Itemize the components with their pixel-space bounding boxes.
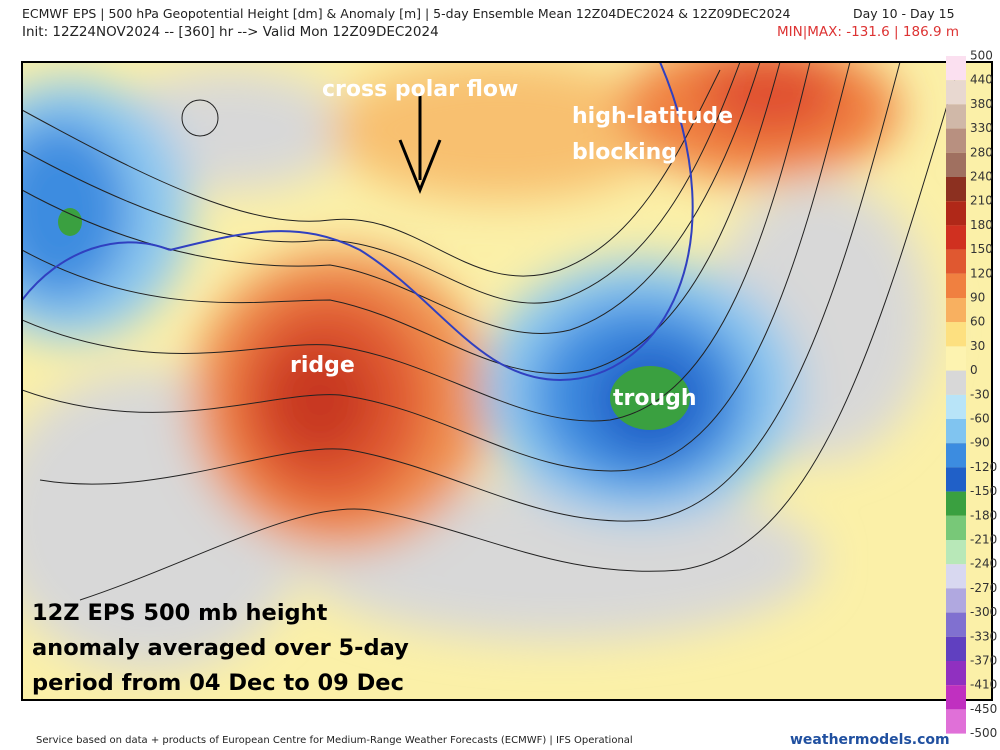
colorbar-label: 500 xyxy=(970,49,993,63)
colorbar-swatch xyxy=(946,298,966,323)
colorbar-label: -90 xyxy=(970,436,990,450)
footer-source: Service based on data + products of Euro… xyxy=(36,735,633,746)
colorbar-swatch xyxy=(946,491,966,516)
header-title: ECMWF EPS | 500 hPa Geopotential Height … xyxy=(22,6,791,21)
annotation: high-latitude xyxy=(572,104,734,129)
map-frame xyxy=(21,61,993,701)
colorbar-label: 240 xyxy=(970,170,993,184)
colorbar-label: 330 xyxy=(970,121,993,135)
colorbar-swatch xyxy=(946,636,966,661)
colorbar-swatch xyxy=(946,201,966,226)
colorbar-label: 380 xyxy=(970,97,993,111)
map xyxy=(22,62,992,700)
colorbar-label: 60 xyxy=(970,315,985,329)
colorbar-swatch xyxy=(946,612,966,637)
colorbar-label: -370 xyxy=(970,654,997,668)
colorbar-swatch xyxy=(946,225,966,250)
caption-line: period from 04 Dec to 09 Dec xyxy=(32,670,404,696)
annotation: trough xyxy=(613,386,697,411)
colorbar-label: -150 xyxy=(970,484,997,498)
caption-line: anomaly averaged over 5-day xyxy=(32,635,409,661)
colorbar-swatch xyxy=(946,467,966,492)
colorbar-swatch xyxy=(946,515,966,540)
annotation: cross polar flow xyxy=(322,77,519,102)
colorbar-label: -60 xyxy=(970,412,990,426)
caption-line: 12Z EPS 500 mb height xyxy=(32,600,328,626)
annotation: ridge xyxy=(290,353,355,378)
colorbar-swatch xyxy=(946,661,966,686)
colorbar-label: 120 xyxy=(970,266,993,280)
colorbar-label: 280 xyxy=(970,145,993,159)
colorbar-swatch xyxy=(946,443,966,468)
colorbar-label: -210 xyxy=(970,533,997,547)
colorbar-label: -450 xyxy=(970,702,997,716)
colorbar-swatch xyxy=(946,419,966,444)
colorbar-swatch xyxy=(946,370,966,395)
colorbar-label: 90 xyxy=(970,291,985,305)
colorbar-swatch xyxy=(946,152,966,177)
colorbar-swatch xyxy=(946,588,966,613)
colorbar-swatch xyxy=(946,564,966,589)
colorbar-label: -330 xyxy=(970,629,997,643)
arrow xyxy=(398,95,442,195)
colorbar-label: -410 xyxy=(970,678,997,692)
colorbar-swatch xyxy=(946,540,966,565)
colorbar-swatch xyxy=(946,273,966,298)
colorbar-label: 0 xyxy=(970,363,978,377)
caption: 12Z EPS 500 mb height anomaly averaged o… xyxy=(32,596,409,701)
colorbar-swatch xyxy=(946,394,966,419)
colorbar-swatch xyxy=(946,128,966,153)
colorbar-label: 30 xyxy=(970,339,985,353)
contours xyxy=(22,62,961,601)
colorbar-swatch xyxy=(946,249,966,274)
colorbar-label: -270 xyxy=(970,581,997,595)
colorbar-swatch xyxy=(946,346,966,371)
colorbar-swatch xyxy=(946,80,966,105)
annotation: blocking xyxy=(572,140,678,165)
header-minmax: MIN|MAX: -131.6 | 186.9 m xyxy=(777,24,959,40)
colorbar-swatch xyxy=(946,56,966,81)
colorbar-swatch xyxy=(946,177,966,202)
colorbar-label: 150 xyxy=(970,242,993,256)
colorbar-label: -30 xyxy=(970,387,990,401)
colorbar-label: -500 xyxy=(970,726,997,740)
colorbar: 500 440 380 330 280 240 210 180 150 120 90 60 30 0 -30… xyxy=(946,49,997,740)
colorbar-label: 180 xyxy=(970,218,993,232)
footer-site: weathermodels.com xyxy=(790,732,950,748)
colorbar-label: 440 xyxy=(970,73,993,87)
colorbar-label: -240 xyxy=(970,557,997,571)
colorbar-label: -180 xyxy=(970,508,997,522)
colorbar-swatch xyxy=(946,709,966,734)
header-days: Day 10 - Day 15 xyxy=(853,6,955,21)
colorbar-label: -300 xyxy=(970,605,997,619)
colorbar-swatch xyxy=(946,104,966,129)
header-init: Init: 12Z24NOV2024 -- [360] hr --> Valid… xyxy=(22,24,439,40)
colorbar-swatch xyxy=(946,322,966,347)
colorbar-label: 210 xyxy=(970,194,993,208)
colorbar-label: -120 xyxy=(970,460,997,474)
colorbar-swatch xyxy=(946,685,966,710)
